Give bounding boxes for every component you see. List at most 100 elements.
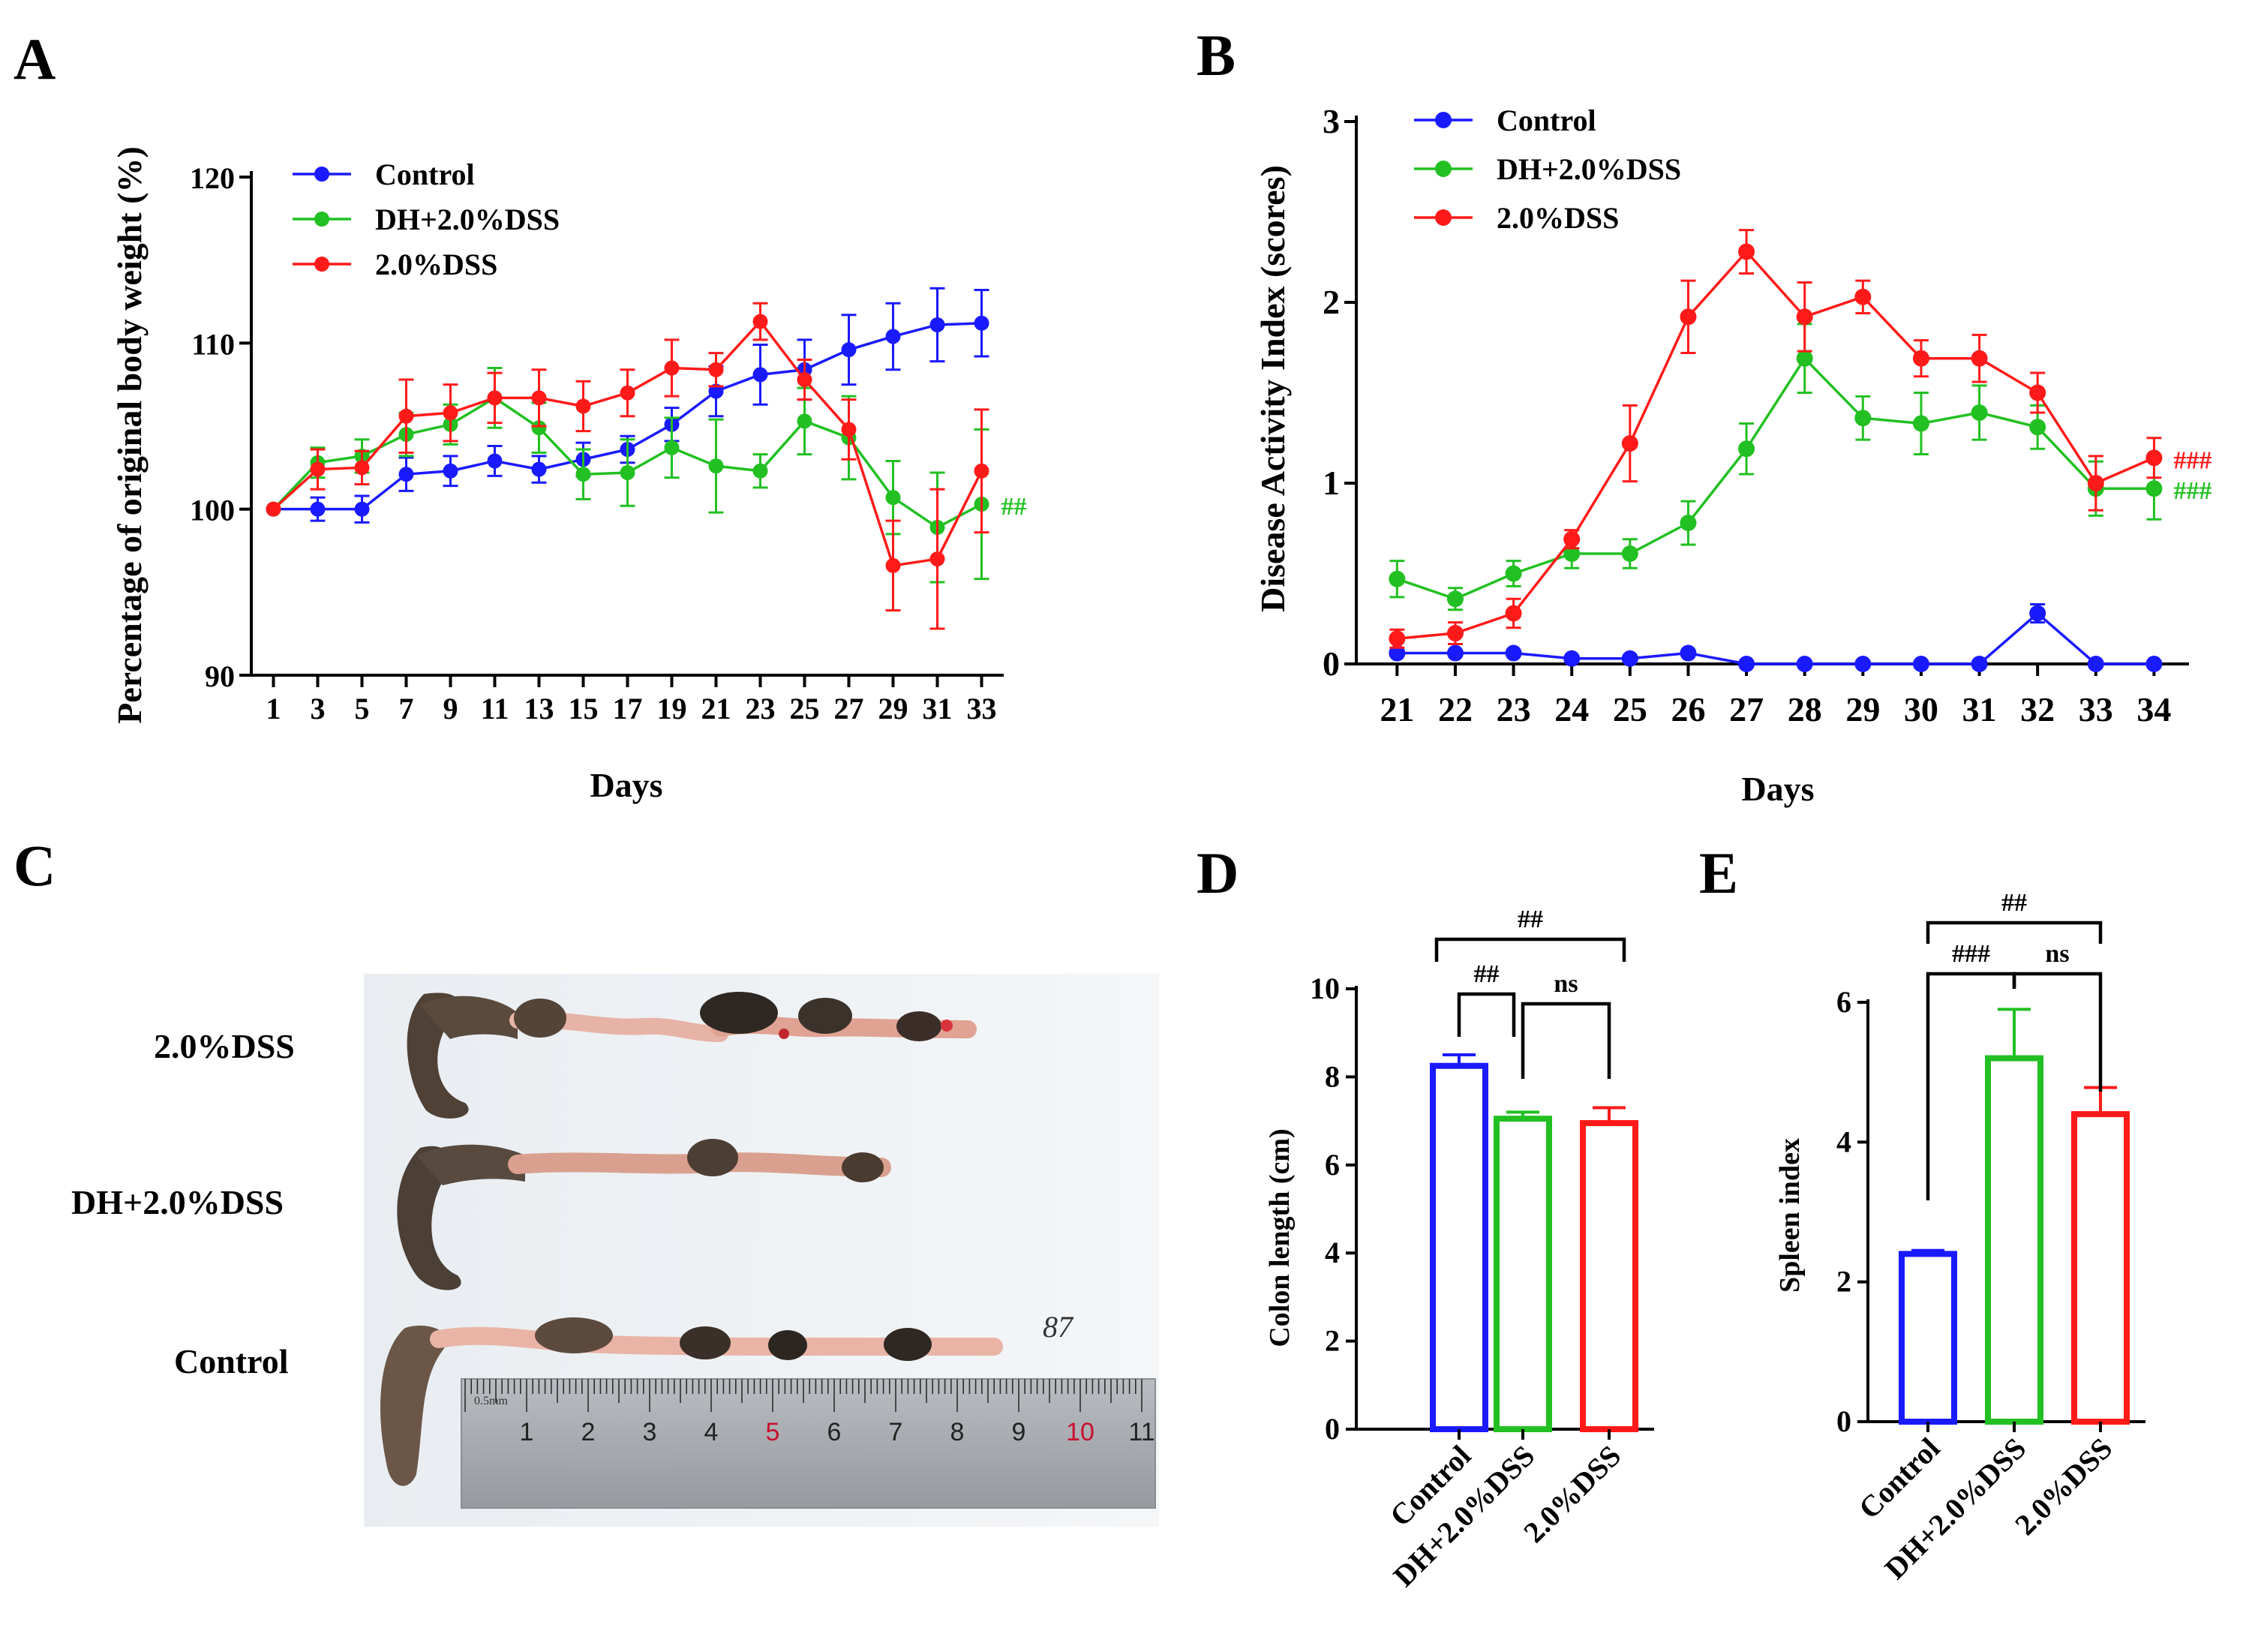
legend-label-control: Control — [1497, 104, 1596, 137]
data-point — [1446, 625, 1464, 642]
chart-b-xtick-label: 34 — [2136, 690, 2171, 728]
data-point — [708, 458, 724, 474]
data-point — [2029, 419, 2046, 436]
chart-b-ylabel: Disease Activity Index (scores) — [1254, 165, 1292, 612]
significance-bracket — [1457, 992, 1516, 1037]
chart-a-ytick-label: 110 — [191, 327, 235, 361]
chart-b-ytick-label: 2 — [1323, 283, 1340, 321]
chart-b-xtick-label: 28 — [1788, 690, 1822, 728]
chart-a-xtick-label: 3 — [311, 692, 326, 725]
chart-a-xtick-label: 17 — [613, 692, 643, 725]
data-point — [974, 315, 989, 331]
significance-bracket — [2012, 972, 2103, 1092]
chart-b-xtick-label: 29 — [1845, 690, 1880, 728]
data-point — [2145, 449, 2163, 467]
chart-d-ytick-label: 4 — [1325, 1236, 1340, 1269]
data-point — [1738, 243, 1755, 260]
chart-a-xtick-label: 29 — [878, 692, 908, 725]
data-point — [1505, 644, 1522, 662]
data-point — [1563, 650, 1581, 667]
data-point — [398, 467, 414, 482]
series-line-dh-2-0-dss — [1396, 356, 2154, 601]
chart-b-xtick-label: 31 — [1962, 690, 1997, 728]
chart-a-xtick-label: 9 — [443, 692, 458, 725]
significance-annotation: ## — [1001, 493, 1027, 521]
significance-label: ## — [1474, 960, 1500, 988]
legend-marker-control — [1435, 112, 1452, 128]
data-point — [1563, 530, 1581, 548]
series-dh-2-0-dss — [266, 367, 989, 584]
chart-a-xtick-label: 11 — [481, 692, 509, 725]
data-point — [1563, 545, 1581, 562]
chart-e-ytick-label: 2 — [1836, 1265, 1851, 1299]
data-point — [531, 420, 547, 436]
data-point — [752, 463, 768, 479]
significance-bracket — [1926, 972, 2016, 1200]
significance-bracket — [1434, 937, 1626, 962]
data-point — [885, 490, 901, 506]
chart-d-ytick-label: 2 — [1325, 1324, 1340, 1358]
series-dh-2-0-dss — [1389, 323, 2163, 611]
legend-label-dh-2-0-dss: DH+2.0%DSS — [375, 203, 560, 236]
photo-sticker: 87 — [1043, 1310, 1074, 1344]
chart-e-ytick-label: 4 — [1836, 1125, 1851, 1158]
legend-marker-control — [314, 167, 329, 182]
chart-a-xtick-label: 5 — [355, 692, 370, 725]
data-point — [1912, 415, 1929, 432]
data-point — [1796, 308, 1813, 326]
chart-b-xtick-label: 32 — [2020, 690, 2055, 728]
data-point — [797, 372, 812, 388]
data-point — [841, 422, 857, 437]
data-point — [1912, 350, 1929, 367]
ruler-ticks — [464, 1379, 1143, 1412]
chart-a-xtick-label: 7 — [399, 692, 414, 725]
data-point — [752, 367, 768, 383]
chart-d-ylabel: Colon length (cm) — [1264, 1128, 1296, 1347]
data-point — [531, 390, 547, 406]
chart-b-xtick-label: 23 — [1497, 690, 1531, 728]
bar-2-0-dss — [2071, 1111, 2130, 1425]
data-point — [885, 329, 901, 344]
significance-label: ## — [2001, 889, 2027, 917]
significance-bracket — [1521, 1002, 1611, 1079]
chart-a-xtick-label: 15 — [569, 692, 599, 725]
bar-control — [1430, 1062, 1488, 1432]
data-point — [797, 413, 812, 429]
data-point — [1854, 656, 1872, 672]
data-point — [708, 362, 724, 377]
data-point — [487, 453, 503, 469]
data-point — [443, 405, 458, 421]
chart-a-xlabel: Days — [590, 766, 662, 804]
legend-marker-2-0-dss — [1435, 209, 1452, 226]
significance-label: ns — [2045, 940, 2069, 968]
data-point — [2087, 475, 2104, 491]
ruler-numbers: 1 2 3 4 5 6 7 8 9 10 11 — [520, 1418, 1155, 1446]
chart-b-xlabel: Days — [1741, 770, 1814, 808]
data-point — [1621, 434, 1638, 452]
data-point — [2145, 656, 2163, 672]
data-point — [310, 461, 326, 477]
chart-b-xtick-label: 26 — [1671, 690, 1705, 728]
bar-dh-2-0-dss — [1985, 1055, 2043, 1425]
chart-d-ytick-label: 10 — [1310, 972, 1340, 1005]
panel-letter-d: D — [1197, 840, 1239, 906]
data-point — [487, 390, 503, 406]
legend-marker-2-0-dss — [314, 257, 329, 272]
data-point — [443, 463, 458, 479]
significance-label: ### — [1952, 940, 1990, 968]
bar-control — [1899, 1251, 1957, 1425]
data-point — [1912, 656, 1929, 672]
colon-photo-panel: 2.0%DSS DH+2.0%DSS Control — [71, 974, 1159, 1527]
chart-b-xtick-label: 21 — [1380, 690, 1414, 728]
data-point — [1389, 570, 1406, 587]
significance-label: ## — [1518, 906, 1543, 933]
legend-label-2-0-dss: 2.0%DSS — [375, 248, 497, 281]
chart-b-xtick-label: 33 — [2079, 690, 2113, 728]
panel-letter-c: C — [14, 833, 56, 898]
chart-a-xtick-label: 1 — [266, 692, 281, 725]
data-point — [974, 463, 989, 479]
chart-b-ytick-label: 1 — [1323, 464, 1340, 502]
